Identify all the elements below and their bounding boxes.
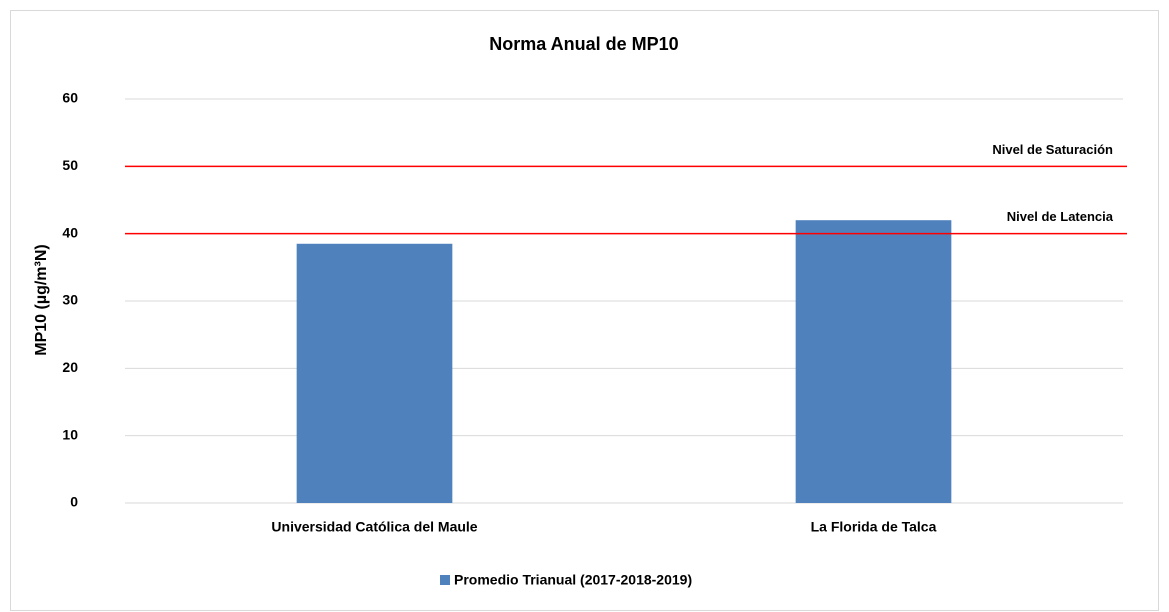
legend-label: Promedio Trianual (2017-2018-2019) [454,572,692,588]
y-tick-label: 40 [62,224,78,240]
y-tick-label: 10 [62,426,78,442]
y-tick-label: 20 [62,359,78,375]
legend-swatch [440,575,450,585]
reference-line-label: Nivel de Saturación [992,142,1113,157]
bar [795,220,952,503]
bar [296,243,453,503]
y-tick-label: 50 [62,157,78,173]
x-tick-label: La Florida de Talca [811,519,937,535]
chart-title: Norma Anual de MP10 [489,34,678,54]
x-tick-label: Universidad Católica del Maule [271,519,477,535]
reference-line-label: Nivel de Latencia [1007,209,1114,224]
y-tick-label: 30 [62,292,78,308]
y-tick-label: 0 [70,494,78,510]
y-axis-label: MP10 (µg/m³N) [33,244,50,355]
chart-border [10,10,1159,611]
y-tick-label: 60 [62,90,78,106]
